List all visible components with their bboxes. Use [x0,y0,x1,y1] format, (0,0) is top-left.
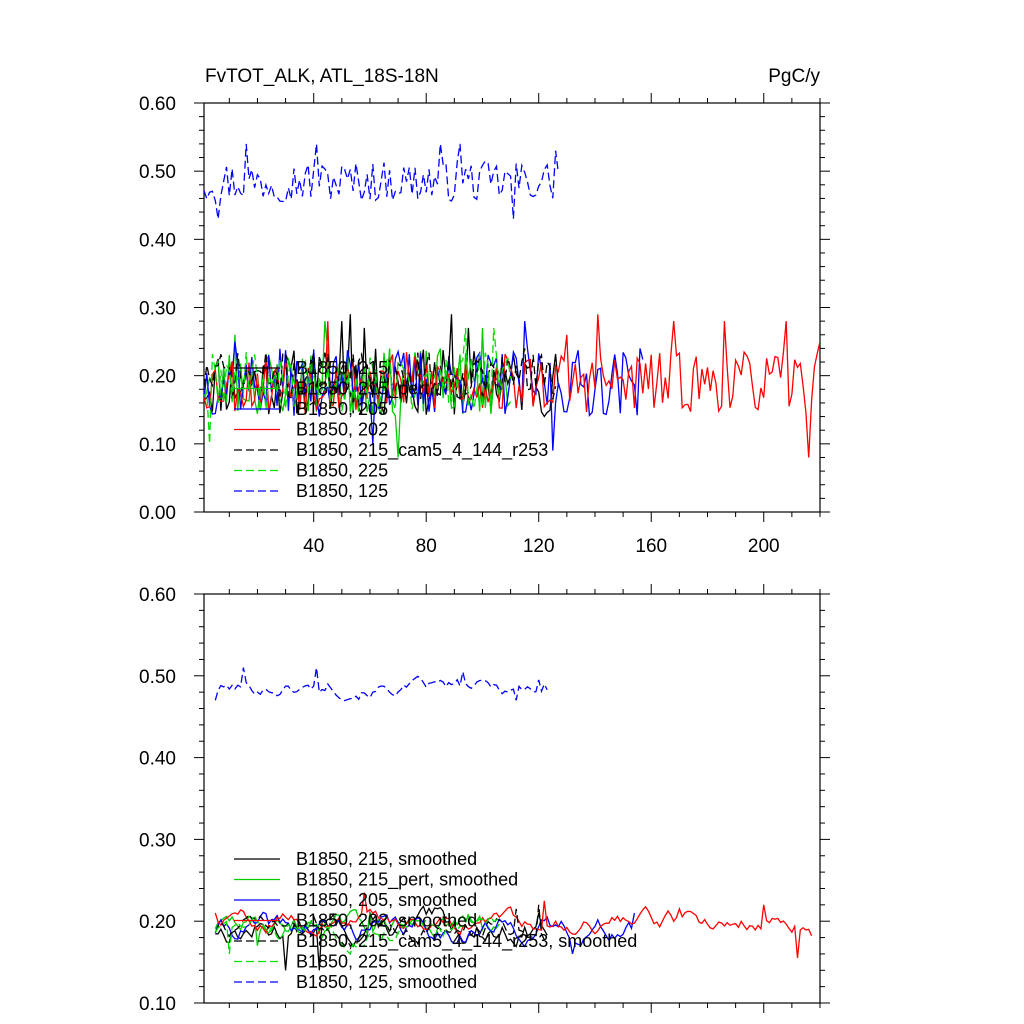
x-tick-label: 120 [523,536,555,557]
y-tick-label: 0.40 [139,230,176,251]
y-tick-label: 0.30 [139,830,176,851]
x-tick-label: 80 [416,536,437,557]
legend-label: B1850, 205 [296,399,388,419]
series-line-5 [204,327,512,444]
legend-label: B1850, 202, smoothed [296,911,477,931]
series-line-4 [204,348,557,400]
legend-label: B1850, 215_pert [296,379,429,400]
series-line-4 [214,904,545,948]
legend-label: B1850, 225 [296,461,388,481]
y-tick-label: 0.00 [139,503,176,524]
legend-label: B1850, 125 [296,481,388,501]
series-line-5 [214,910,500,956]
units-label: PgC/y [768,66,820,87]
series-line-2 [214,911,636,955]
x-tick-label: 160 [635,536,667,557]
y-tick-label: 0.50 [139,162,176,183]
plot-panel-top: 0.00 0.10 0.20 0.30 0.40 0.50 0.60 40 80 120 160 20… [139,93,830,557]
y-tick-label: 0.20 [139,367,176,388]
chart-title: FvTOT_ALK, ATL_18S-18N [205,66,439,87]
series-line-3 [214,892,813,959]
legend-label: B1850, 125, smoothed [296,972,477,992]
y-tick-label: 0.60 [139,585,176,606]
legend-label: B1850, 215_cam5_4_144_r253, smoothed [296,931,637,952]
legend-label: B1850, 205, smoothed [296,890,477,910]
y-tick-label: 0.40 [139,749,176,770]
legend-label: B1850, 225, smoothed [296,952,477,972]
legend-label: B1850, 215, smoothed [296,849,477,869]
y-tick-label: 0.10 [139,435,176,456]
series-line-0 [215,904,548,971]
legend-label: B1850, 202 [296,420,388,440]
y-tick-label: 0.30 [139,299,176,320]
x-tick-label: 200 [748,536,780,557]
y-tick-label: 0.10 [139,994,176,1015]
legend-label: B1850, 215_pert, smoothed [296,870,518,891]
legend-label: B1850, 215 [296,358,388,378]
plot-panel-bottom: 0.10 0.20 0.30 0.40 0.50 0.60 B1850, 215, smoo… [139,584,830,1015]
y-tick-label: 0.50 [139,667,176,688]
series-line-1 [204,321,512,458]
y-tick-label: 0.20 [139,912,176,933]
y-tick-label: 0.60 [139,94,176,115]
x-tick-label: 40 [303,536,324,557]
plot-frame [203,593,821,1004]
series-line-3 [204,314,820,458]
series-line-6 [214,667,548,702]
legend-label: B1850, 215_cam5_4_144_r253 [296,440,548,461]
series-line-6 [204,143,560,219]
